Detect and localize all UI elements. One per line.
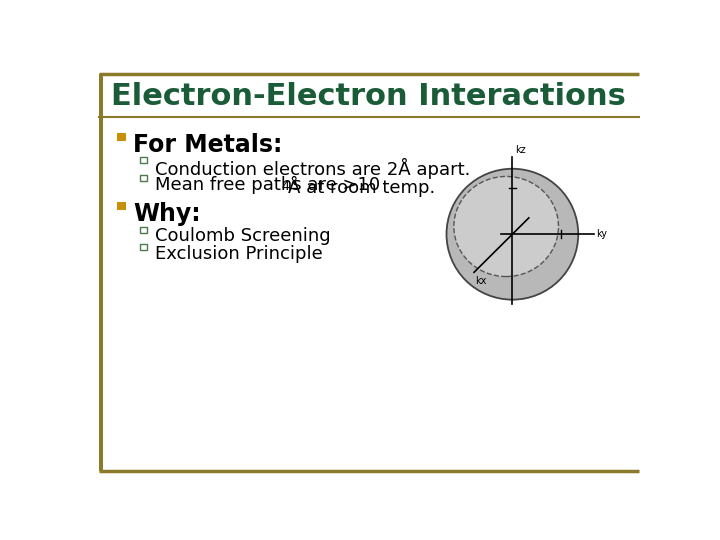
Bar: [140, 175, 147, 181]
Text: Exclusion Principle: Exclusion Principle: [155, 245, 323, 263]
Text: 4: 4: [282, 179, 289, 193]
Text: For Metals:: For Metals:: [133, 132, 283, 157]
Text: kx: kx: [476, 276, 487, 286]
Text: Electron-Electron Interactions: Electron-Electron Interactions: [111, 82, 626, 111]
Text: Mean free paths are >10: Mean free paths are >10: [155, 176, 380, 194]
Bar: [140, 244, 147, 251]
Bar: [140, 157, 147, 164]
Text: kz: kz: [515, 145, 526, 155]
Text: ky: ky: [596, 229, 607, 239]
Ellipse shape: [446, 168, 578, 300]
Bar: [117, 132, 126, 141]
Ellipse shape: [454, 177, 559, 276]
Text: Coulomb Screening: Coulomb Screening: [155, 227, 330, 245]
Text: Å at room temp.: Å at room temp.: [287, 176, 435, 197]
Text: Why:: Why:: [133, 202, 201, 226]
Bar: [140, 226, 147, 233]
Bar: [117, 202, 126, 211]
Bar: [99, 74, 103, 471]
Text: Conduction electrons are 2Å apart.: Conduction electrons are 2Å apart.: [155, 158, 470, 179]
